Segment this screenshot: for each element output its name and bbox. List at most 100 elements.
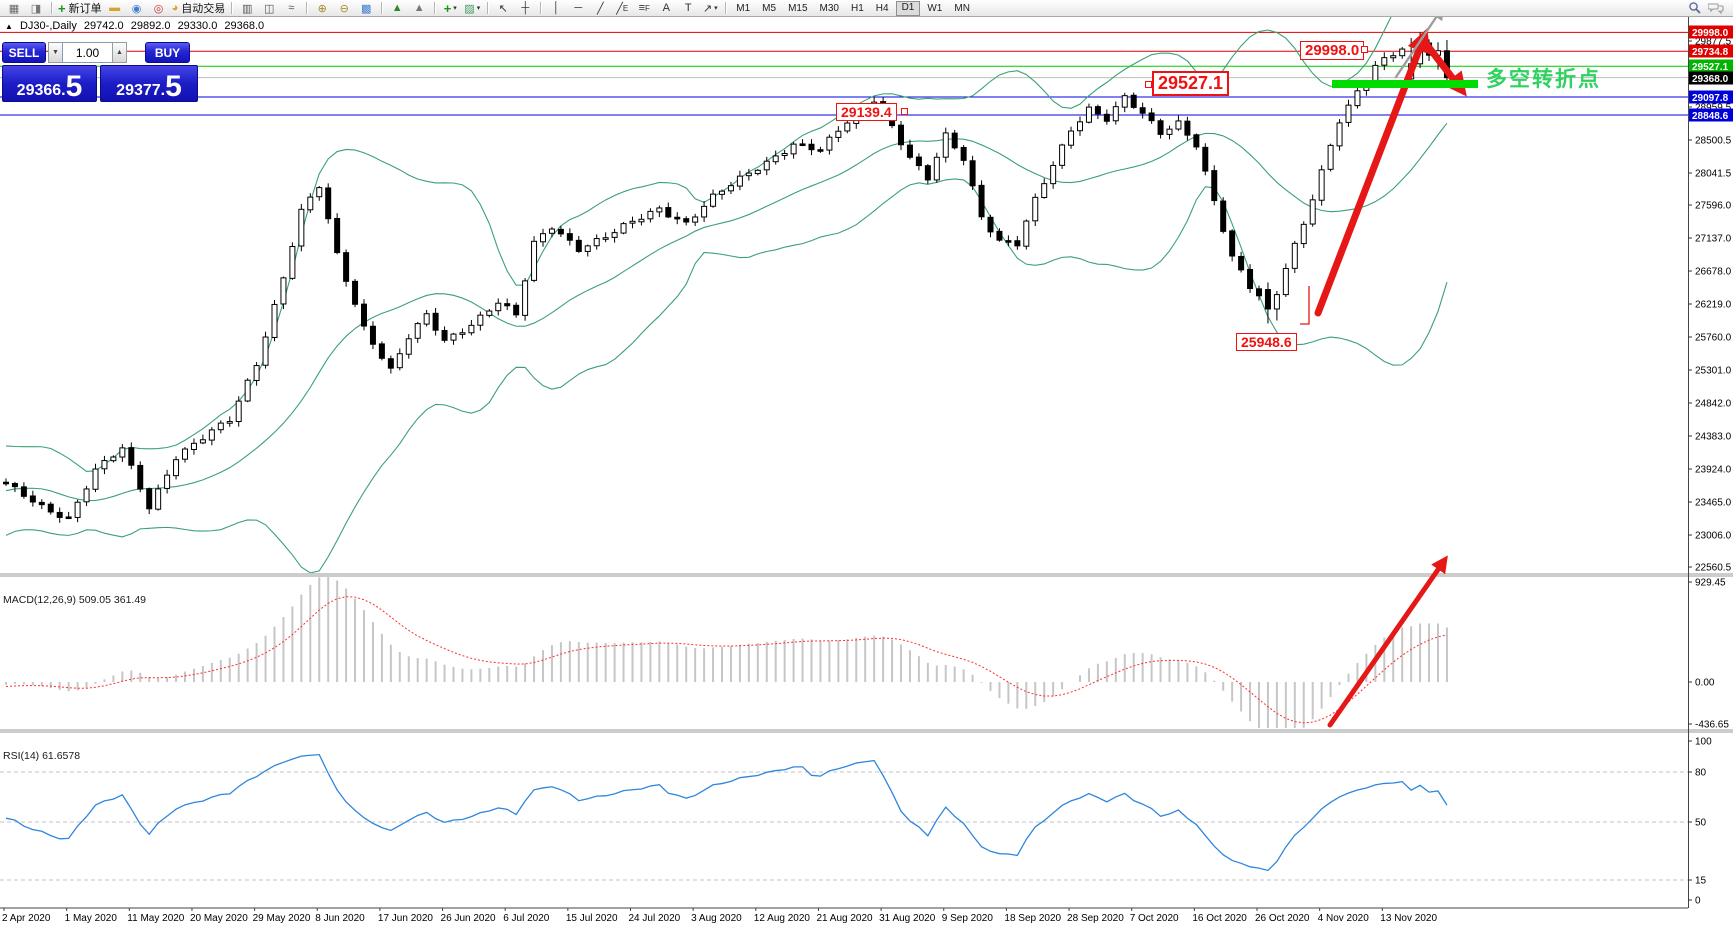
price-tick: 24842.0 [1695,399,1732,410]
tile-windows-icon: ▩ [361,2,372,15]
zoom-in-icon[interactable]: ⊕ [311,1,333,16]
timeframe-M5[interactable]: M5 [762,2,777,14]
toolbar-separator [381,2,383,14]
date-tick: 3 Aug 2020 [691,913,742,924]
callout-connector [1300,286,1310,325]
gold-bars-icon: ▬ [109,2,121,14]
volume-input[interactable]: 1.00 [62,42,113,63]
templates-icon-caret[interactable]: ▾ [476,5,481,12]
rsi-tick: 50 [1695,818,1707,829]
ohlc-low: 29330.0 [177,20,218,32]
date-tick: 15 Jul 2020 [566,913,618,924]
price-tick: 25760.0 [1695,333,1732,344]
timeframe-H4[interactable]: H4 [875,2,889,14]
line-chart-icon[interactable]: ≈ [280,1,302,16]
timeframe-M30[interactable]: M30 [819,2,839,14]
price-axis: 30336.529877.528959.528500.528041.527596… [1688,4,1733,907]
bar-chart-icon: ▥ [242,2,253,15]
price-callout[interactable]: 29139.4 [836,103,897,122]
green-highlight-bar[interactable] [1332,80,1478,88]
price-tick: 29877.5 [1695,37,1732,48]
macd-signal-line [5,596,1448,724]
volume-decrease-button[interactable]: ▼ [48,42,63,63]
price-callout[interactable]: 25948.6 [1236,333,1297,352]
candlestick-chart-icon[interactable]: ◫ [258,1,280,16]
timeframe-M15[interactable]: M15 [788,2,808,14]
buy-price[interactable]: 29377. 5 [100,65,198,102]
indicator-window-icon: ▲ [391,2,403,14]
timeframe-W1[interactable]: W1 [927,2,943,14]
main-toolbar: ▦ ◨ + 新订单 ▬ ◉ ◎ ◕ 自动交易 ▥ ◫ ≈ ⊕ ⊖ ▩ ▲ ▲ + ▾ ▨ ▾ ↖ ┼ │ ─ ╱ ╱ E ≡ F A T ↗ ▾ … [0,0,1733,17]
equidistant-channel-icon: ╱ [616,2,623,15]
timeframe-D1[interactable]: D1 [895,0,921,16]
object-handle[interactable] [901,108,908,115]
chat-icon[interactable] [1708,2,1724,15]
price-badge: 29998.0 [1692,28,1729,39]
rsi-tick: 0 [1695,896,1701,907]
tile-windows-icon[interactable]: ▩ [355,1,377,16]
date-tick: 7 Oct 2020 [1130,913,1179,924]
equidistant-channel-icon[interactable]: ╱ E [611,1,633,16]
volume-increase-button[interactable]: ▲ [112,42,127,63]
timeframe-MN[interactable]: MN [954,2,970,14]
crosshair-icon[interactable]: ┼ [514,1,536,16]
signal-icon[interactable]: ◎ [148,1,170,16]
drawn-annotations[interactable] [1300,5,1467,728]
cn-annotation-text[interactable]: 多空转折点 [1486,68,1601,91]
text-icon[interactable]: A [655,1,677,16]
date-tick: 1 May 2020 [65,913,118,924]
price-callout[interactable]: 29998.0 [1300,41,1365,61]
timeframe-H1[interactable]: H1 [850,2,864,14]
symbol-name: DJ30-,Daily [19,20,77,32]
price-tick: 28041.5 [1695,169,1732,180]
date-tick: 18 Sep 2020 [1004,913,1061,924]
arrows-icon[interactable]: ↗ ▾ [699,1,721,16]
bar-chart-icon[interactable]: ▥ [236,1,258,16]
timeframe-M1[interactable]: M1 [736,2,751,14]
text-icon: A [662,2,670,14]
gold-bars-icon[interactable]: ▬ [104,1,126,16]
zoom-out-icon: ⊖ [339,2,349,15]
price-callout[interactable]: 29527.1 [1152,71,1230,96]
text-label-icon[interactable]: T [677,1,699,16]
autotrade-button[interactable]: ◕ 自动交易 [170,1,228,16]
price-tick: 28500.5 [1695,136,1732,147]
add-indicator-icon-caret[interactable]: ▾ [453,5,457,12]
chart-shift-icon[interactable]: ▲ [408,1,430,16]
trendline-icon[interactable]: ╱ [589,1,611,16]
new-order-button[interactable]: + 新订单 [56,1,104,16]
cursor-icon[interactable]: ↖ [492,1,514,16]
add-indicator-icon[interactable]: + ▾ [439,1,461,16]
price-tick: 27137.0 [1695,234,1732,245]
vertical-line-icon[interactable]: │ [545,1,567,16]
macd-tick: -436.65 [1695,720,1729,731]
new-chart-icon[interactable]: ▦ [3,1,25,16]
sell-price[interactable]: 29366. 5 [2,65,97,102]
arrows-icon-caret[interactable]: ▾ [714,5,718,12]
chart-profiles-icon[interactable]: ◨ [25,1,47,16]
object-handle[interactable] [1361,46,1368,53]
sell-button[interactable]: SELL [2,42,46,63]
macd-histogram [5,577,1448,728]
chart-header: ▲ DJ30-,Daily 29742.0 29892.0 29330.0 29… [5,20,268,32]
equidistant-channel-icon-sub: E [622,3,629,13]
buy-button[interactable]: BUY [145,42,190,63]
toolbar-separator [434,2,436,14]
price-tick: 22560.5 [1695,563,1732,574]
price-tick: 26678.0 [1695,267,1732,278]
date-tick: 8 Jun 2020 [315,913,365,924]
indicator-window-icon[interactable]: ▲ [386,1,408,16]
fibonacci-icon[interactable]: ≡ F [633,1,655,16]
zoom-out-icon[interactable]: ⊖ [333,1,355,16]
new-order-button-label: 新订单 [68,3,102,15]
rsi-tick: 80 [1695,768,1707,779]
templates-icon[interactable]: ▨ ▾ [461,1,483,16]
horizontal-line-icon[interactable]: ─ [567,1,589,16]
object-handle[interactable] [1145,81,1152,88]
buy-price-int: 29377 [116,82,161,99]
toolbar-separator [51,2,52,14]
community-icon[interactable]: ◉ [126,1,148,16]
new-chart-icon: ▦ [8,2,20,15]
search-icon[interactable] [1688,1,1702,15]
